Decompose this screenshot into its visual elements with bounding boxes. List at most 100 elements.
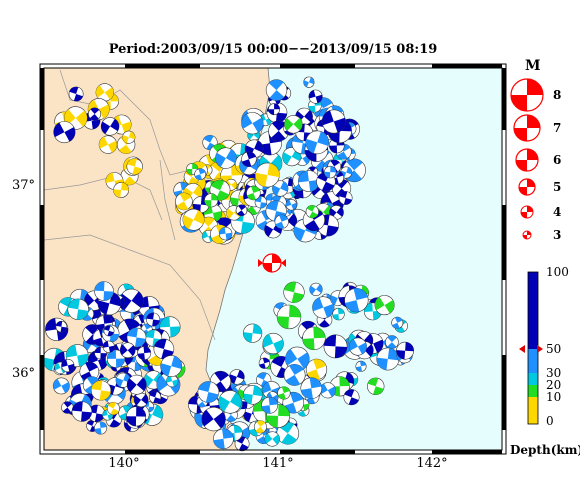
focal-mechanism (243, 384, 263, 405)
period-title: Period:2003/09/15 00:00−−2013/09/15 08:1… (108, 42, 438, 57)
magnitude-legend-balls (510, 78, 544, 240)
lat-label-37: 37° (12, 178, 36, 193)
focal-mechanism (88, 107, 102, 121)
focal-mechanism (258, 357, 270, 369)
focal-mechanism (262, 332, 284, 355)
lon-label-140: 140° (108, 456, 140, 471)
focal-mechanism (305, 205, 319, 219)
focal-mechanism (254, 195, 268, 209)
focal-mechanism (95, 83, 114, 102)
focal-mechanism (305, 358, 328, 380)
focal-mechanism (126, 158, 143, 175)
focal-mechanism (113, 182, 129, 198)
focal-mechanism (175, 192, 193, 211)
focal-mechanism (204, 193, 219, 208)
focal-mechanism (61, 401, 74, 414)
focal-mechanism (321, 109, 346, 134)
depth-tick-100: 100 (546, 265, 569, 279)
focal-mechanism (396, 341, 415, 360)
focal-mechanism (283, 281, 305, 303)
focal-mechanism (302, 326, 326, 350)
focal-mechanism (276, 304, 302, 330)
focal-mechanism (300, 377, 323, 400)
focal-mechanism (324, 165, 337, 179)
focal-mechanism (303, 76, 315, 88)
focal-mechanism (103, 325, 115, 337)
focal-mechanism (126, 327, 147, 348)
focal-mechanism (272, 180, 289, 197)
focal-mechanism (98, 135, 118, 154)
focal-mechanism (119, 342, 136, 359)
focal-mechanism (149, 391, 162, 404)
focal-mechanism (319, 382, 336, 399)
mag-label-3: 3 (553, 228, 562, 242)
focal-mechanism (137, 346, 152, 361)
focal-mechanism (218, 390, 242, 414)
focal-mechanism (182, 208, 205, 231)
focal-mechanism (100, 117, 120, 136)
mag-label-8: 8 (553, 88, 562, 102)
focal-mechanism (367, 377, 385, 395)
focal-mechanism (194, 168, 207, 181)
depth-tick-50: 50 (546, 342, 562, 356)
focal-mechanism (67, 298, 89, 320)
focal-mechanism (323, 334, 348, 359)
focal-mechanism (309, 282, 323, 296)
focal-mechanism (308, 89, 323, 104)
lon-label-142: 142° (416, 456, 448, 471)
focal-mechanism (261, 396, 279, 414)
depth-tick-30: 30 (546, 366, 562, 380)
focal-mechanism (94, 281, 114, 301)
mag-label-4: 4 (553, 205, 562, 219)
mag-label-6: 6 (553, 153, 562, 167)
focal-mechanism (122, 130, 136, 144)
focal-mechanism (126, 374, 147, 395)
frame-ticks (40, 64, 506, 454)
focal-mechanism (197, 381, 220, 403)
depth-tick-10: 10 (546, 390, 562, 404)
focal-mechanism (201, 407, 226, 432)
depth-legend-title: Depth(km) (510, 443, 580, 457)
focal-mechanism (241, 112, 264, 135)
focal-mechanism (283, 363, 306, 386)
focal-mechanism (253, 420, 267, 434)
focal-mechanism (102, 340, 115, 353)
focal-mechanism (94, 421, 108, 435)
focal-mechanism (312, 296, 335, 319)
focal-mechanism (63, 106, 88, 130)
focal-mechanism (213, 428, 234, 450)
focal-mechanism (68, 86, 84, 102)
mag-label-5: 5 (553, 180, 562, 194)
magnitude-legend-title: M (525, 58, 541, 74)
focal-mechanism (215, 147, 237, 169)
lat-label-36: 36° (12, 366, 36, 381)
focal-mechanism (274, 214, 289, 229)
focal-mechanism (106, 349, 126, 368)
focal-mechanism (71, 401, 93, 422)
depth-tick-20: 20 (546, 378, 562, 392)
focal-mechanism (255, 162, 280, 188)
focal-mechanism (235, 204, 248, 217)
focal-mechanism (268, 120, 290, 142)
focal-mechanism (218, 226, 233, 241)
focal-mechanism (305, 130, 330, 155)
focal-mechanism (61, 358, 75, 373)
mainshock-mechanism (258, 253, 286, 273)
earthquake-mechanisms (42, 76, 415, 452)
focal-mechanism (391, 316, 404, 329)
focal-mechanism (153, 338, 175, 360)
focal-mechanism (94, 346, 107, 360)
mag-label-7: 7 (553, 121, 562, 135)
focal-mechanism (160, 355, 183, 378)
focal-mechanism (243, 323, 263, 343)
depth-tick-0: 0 (546, 414, 554, 428)
focal-mechanism (106, 402, 120, 415)
focal-mechanism (119, 288, 144, 313)
depth-colorbar (519, 271, 543, 425)
lon-label-141: 141° (262, 456, 294, 471)
focal-mechanism (344, 288, 369, 313)
focal-mechanism (133, 392, 149, 408)
focal-mechanism (52, 377, 70, 395)
focal-mechanism (268, 103, 281, 116)
focal-mechanism (298, 170, 320, 192)
